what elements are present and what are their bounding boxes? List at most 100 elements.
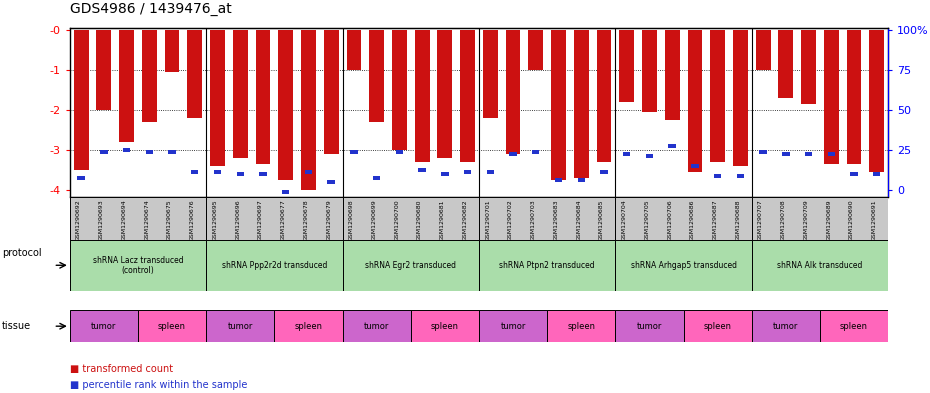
Bar bbox=[411, 310, 479, 342]
Bar bbox=[850, 173, 857, 176]
Text: shRNA Arhgap5 transduced: shRNA Arhgap5 transduced bbox=[631, 261, 737, 270]
Bar bbox=[479, 240, 616, 291]
Text: shRNA Ptpn2 transduced: shRNA Ptpn2 transduced bbox=[499, 261, 595, 270]
Text: GSM1290699: GSM1290699 bbox=[372, 199, 377, 241]
Bar bbox=[691, 164, 698, 168]
Bar bbox=[623, 152, 631, 156]
Text: GSM1290687: GSM1290687 bbox=[712, 199, 718, 241]
Bar bbox=[259, 173, 267, 176]
Bar bbox=[616, 310, 684, 342]
Text: GSM1290677: GSM1290677 bbox=[281, 199, 286, 241]
Bar bbox=[70, 240, 206, 291]
Bar bbox=[574, 29, 589, 178]
Bar bbox=[846, 29, 861, 164]
Bar bbox=[479, 196, 616, 283]
Text: GSM1290678: GSM1290678 bbox=[303, 199, 309, 241]
Text: spleen: spleen bbox=[704, 322, 732, 331]
Text: tumor: tumor bbox=[228, 322, 253, 331]
Text: GSM1290688: GSM1290688 bbox=[736, 199, 740, 241]
Bar bbox=[828, 152, 835, 156]
Bar bbox=[551, 29, 565, 180]
Bar bbox=[342, 240, 479, 291]
Bar bbox=[596, 29, 611, 162]
Text: spleen: spleen bbox=[840, 322, 868, 331]
Text: GSM1290675: GSM1290675 bbox=[167, 199, 172, 241]
Bar bbox=[210, 29, 225, 166]
Text: GSM1290686: GSM1290686 bbox=[690, 199, 695, 241]
Bar bbox=[486, 170, 494, 174]
Bar bbox=[392, 29, 406, 150]
Bar bbox=[165, 29, 179, 72]
Text: GSM1290680: GSM1290680 bbox=[418, 199, 422, 241]
Bar bbox=[616, 240, 751, 291]
Bar bbox=[532, 150, 539, 154]
Text: GSM1290701: GSM1290701 bbox=[485, 199, 490, 241]
Text: GSM1290681: GSM1290681 bbox=[440, 199, 445, 241]
Bar bbox=[437, 29, 452, 158]
Bar bbox=[324, 29, 339, 154]
Bar bbox=[369, 29, 384, 122]
Text: GSM1290679: GSM1290679 bbox=[326, 199, 331, 241]
Text: GSM1290704: GSM1290704 bbox=[622, 199, 627, 241]
Bar bbox=[460, 29, 475, 162]
Text: tumor: tumor bbox=[773, 322, 799, 331]
Bar bbox=[70, 310, 138, 342]
Bar bbox=[236, 173, 244, 176]
Text: GSM1290676: GSM1290676 bbox=[190, 199, 194, 241]
Bar bbox=[483, 29, 498, 118]
Bar bbox=[327, 180, 335, 184]
Bar bbox=[415, 29, 430, 162]
Text: tumor: tumor bbox=[91, 322, 116, 331]
Bar bbox=[278, 29, 293, 180]
Text: shRNA Ppp2r2d transduced: shRNA Ppp2r2d transduced bbox=[221, 261, 327, 270]
Text: spleen: spleen bbox=[158, 322, 186, 331]
Bar bbox=[206, 310, 274, 342]
Text: tissue: tissue bbox=[2, 321, 31, 331]
Bar bbox=[73, 29, 88, 170]
Bar bbox=[206, 196, 342, 283]
Bar bbox=[70, 196, 206, 283]
Text: tumor: tumor bbox=[637, 322, 662, 331]
Text: GSM1290695: GSM1290695 bbox=[213, 199, 218, 241]
Bar bbox=[711, 29, 725, 162]
Text: shRNA Lacz transduced
(control): shRNA Lacz transduced (control) bbox=[93, 255, 183, 275]
Text: spleen: spleen bbox=[567, 322, 595, 331]
Bar bbox=[824, 29, 839, 164]
Text: GSM1290696: GSM1290696 bbox=[235, 199, 240, 241]
Text: GSM1290690: GSM1290690 bbox=[849, 199, 854, 241]
Text: GSM1290709: GSM1290709 bbox=[804, 199, 808, 241]
Text: GSM1290692: GSM1290692 bbox=[76, 199, 81, 241]
Bar bbox=[714, 174, 722, 178]
Text: GSM1290700: GSM1290700 bbox=[394, 199, 399, 241]
Bar bbox=[206, 240, 342, 291]
Bar bbox=[684, 310, 751, 342]
Bar bbox=[256, 29, 271, 164]
Bar bbox=[555, 178, 563, 182]
Bar bbox=[751, 310, 820, 342]
Bar bbox=[282, 191, 289, 195]
Bar bbox=[305, 170, 312, 174]
Text: GSM1290708: GSM1290708 bbox=[781, 199, 786, 241]
Bar bbox=[301, 29, 316, 191]
Text: GDS4986 / 1439476_at: GDS4986 / 1439476_at bbox=[70, 2, 232, 16]
Bar bbox=[687, 29, 702, 173]
Text: protocol: protocol bbox=[2, 248, 42, 257]
Bar bbox=[351, 150, 358, 154]
Bar bbox=[142, 29, 156, 122]
Bar bbox=[578, 178, 585, 182]
Bar bbox=[479, 310, 547, 342]
Bar bbox=[737, 174, 744, 178]
Bar bbox=[77, 176, 85, 180]
Bar bbox=[873, 173, 881, 176]
Bar bbox=[547, 310, 616, 342]
Bar bbox=[820, 310, 888, 342]
Text: ■ percentile rank within the sample: ■ percentile rank within the sample bbox=[70, 380, 247, 390]
Text: spleen: spleen bbox=[295, 322, 323, 331]
Text: GSM1290706: GSM1290706 bbox=[667, 199, 672, 241]
Bar bbox=[347, 29, 361, 70]
Text: GSM1290684: GSM1290684 bbox=[577, 199, 581, 241]
Bar bbox=[870, 29, 884, 173]
Bar bbox=[642, 29, 657, 112]
Text: GSM1290683: GSM1290683 bbox=[553, 199, 559, 241]
Bar bbox=[751, 240, 888, 291]
